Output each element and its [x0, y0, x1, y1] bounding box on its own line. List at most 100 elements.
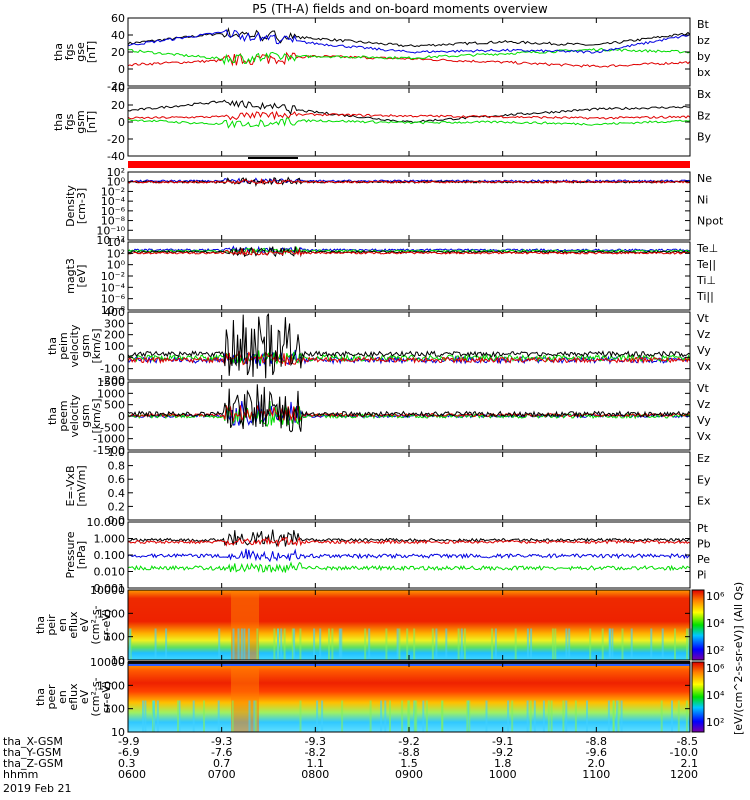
panel-efield: 1.00.80.60.40.20.0 E=-VxB[mV/m] Ez Ey Ex — [64, 446, 711, 527]
peer-spectrogram-streak — [562, 700, 565, 732]
y-axis-label-line: tha — [34, 688, 47, 706]
footer-row-value: 0900 — [395, 768, 423, 781]
peer-spectrogram-streak — [389, 700, 391, 732]
peer-spectrogram-streak — [422, 700, 425, 732]
y-axis-label-line: (cm²-s- — [89, 605, 102, 644]
y-tick-label: 1500 — [97, 376, 125, 389]
legend-Vt: Vt — [697, 382, 710, 395]
legend-Ti⊥: Ti⊥ — [696, 274, 716, 287]
panel-pressure: 10.0001.0000.1000.0100.001Pressure[nPa]P… — [64, 516, 711, 595]
legend-Te⊥: Te⊥ — [696, 242, 718, 255]
peir-spectrogram-streak — [273, 628, 276, 660]
peir-spectrogram-streak — [661, 628, 664, 660]
series-Vy — [127, 350, 691, 365]
y-tick-label: 10⁴ — [107, 236, 126, 249]
peir-spectrogram-streak — [565, 628, 568, 660]
y-axis-label-line: eflux — [67, 683, 80, 711]
footer-row-value: -8.8 — [586, 735, 607, 748]
footer-row-value: 0800 — [301, 768, 329, 781]
y-axis-label-line: [km/s] — [90, 398, 103, 433]
y-tick-label: 10⁻⁴ — [101, 195, 126, 208]
peir-spectrogram-streak — [338, 628, 341, 660]
peer-spectrogram-streak — [542, 700, 545, 732]
series-Vz — [127, 350, 691, 366]
peir-spectrogram-streak — [630, 628, 633, 660]
y-tick-label: 10⁻⁶ — [101, 293, 126, 306]
peer-spectrogram-streak — [671, 700, 673, 732]
y-tick-label: 0 — [118, 63, 125, 76]
y-tick-label: 60 — [111, 12, 125, 25]
y-tick-label: 100 — [104, 703, 125, 716]
y-axis-label-line: Density — [64, 185, 77, 227]
y-tick-label: 10.000 — [87, 516, 126, 529]
peer-spectrogram-streak — [142, 700, 144, 732]
footer-row-value: -9.3 — [305, 735, 326, 748]
y-tick-label: 100 — [104, 631, 125, 644]
y-axis-label-line: [nT] — [85, 41, 98, 63]
footer-row-value: -9.2 — [492, 746, 513, 759]
legend-Vx: Vx — [697, 360, 712, 373]
peer-spectrogram-streak — [254, 700, 257, 732]
y-tick-label: 0 — [118, 410, 125, 423]
peir-spectrogram-streak — [385, 628, 388, 660]
peer-spectrogram-streak — [231, 700, 234, 732]
peir-spectrogram-streak — [218, 628, 221, 660]
peer-spectrogram-streak — [547, 700, 550, 732]
footer-date: 2019 Feb 21 — [3, 782, 71, 795]
y-axis-label-line: fgs — [63, 43, 76, 60]
y-tick-label: -1500 — [93, 444, 125, 457]
colorbar — [691, 589, 705, 661]
peer-spectrogram-streak — [511, 700, 514, 732]
footer-row-value: 0.7 — [213, 757, 231, 770]
series-bx — [127, 29, 691, 54]
footer-row-value: -8.5 — [677, 735, 698, 748]
y-tick-label: 10² — [107, 247, 125, 260]
legend-Npot: Npot — [697, 215, 724, 228]
footer-row-label: tha_Z-GSM — [3, 757, 63, 770]
peer-spectrogram-streak — [341, 700, 344, 732]
legend-bz: bz — [697, 34, 710, 47]
peer-spectrogram-streak — [441, 700, 444, 732]
legend-bx: bx — [697, 66, 711, 79]
series-Te-perp — [127, 247, 691, 257]
legend-By: By — [697, 131, 712, 144]
peir-spectrogram-streak — [445, 628, 448, 660]
footer-row-value: -9.3 — [211, 735, 232, 748]
peir-spectrogram-streak — [364, 628, 367, 660]
y-tick-label: 0.2 — [108, 500, 126, 513]
y-tick-label: -200 — [100, 374, 125, 387]
colorbar-tick-label: 10⁴ — [706, 689, 725, 702]
y-tick-label: 1.000 — [94, 533, 126, 546]
footer-row-value: -8.8 — [398, 746, 419, 759]
y-tick-label: 1.0 — [108, 446, 126, 459]
y-tick-label: 0.8 — [108, 460, 126, 473]
peir-spectrogram-streak — [247, 628, 250, 660]
peir-spectrogram-streak — [128, 628, 131, 660]
peer-spectrogram-streak — [565, 700, 568, 732]
colorbar-label: [eV/(cm^2-s-sr-eV)] (All Qs) — [732, 582, 745, 735]
peir-spectrogram-streak — [457, 628, 460, 660]
legend-Pt: Pt — [697, 522, 709, 535]
legend-by: by — [697, 50, 711, 63]
footer-row-value: 2.0 — [588, 757, 606, 770]
peir-spectrogram-streak — [463, 628, 466, 660]
footer-row-value: -8.2 — [305, 746, 326, 759]
y-tick-label: 10 — [111, 654, 125, 667]
peir-spectrogram-streak — [319, 628, 322, 660]
series-Bz — [127, 110, 691, 121]
y-axis-label-line: velocity — [68, 324, 81, 367]
quality-flag-bar — [128, 161, 690, 168]
legend-Ey: Ey — [697, 473, 711, 486]
legend-Pb: Pb — [697, 538, 711, 551]
y-axis-label-line: peim — [57, 332, 70, 360]
y-axis-label-line: gse — [74, 42, 87, 62]
y-axis-label: Density[cm-3] — [64, 185, 88, 227]
peer-spectrogram-streak — [408, 700, 411, 732]
peir-spectrogram-streak — [611, 628, 614, 660]
